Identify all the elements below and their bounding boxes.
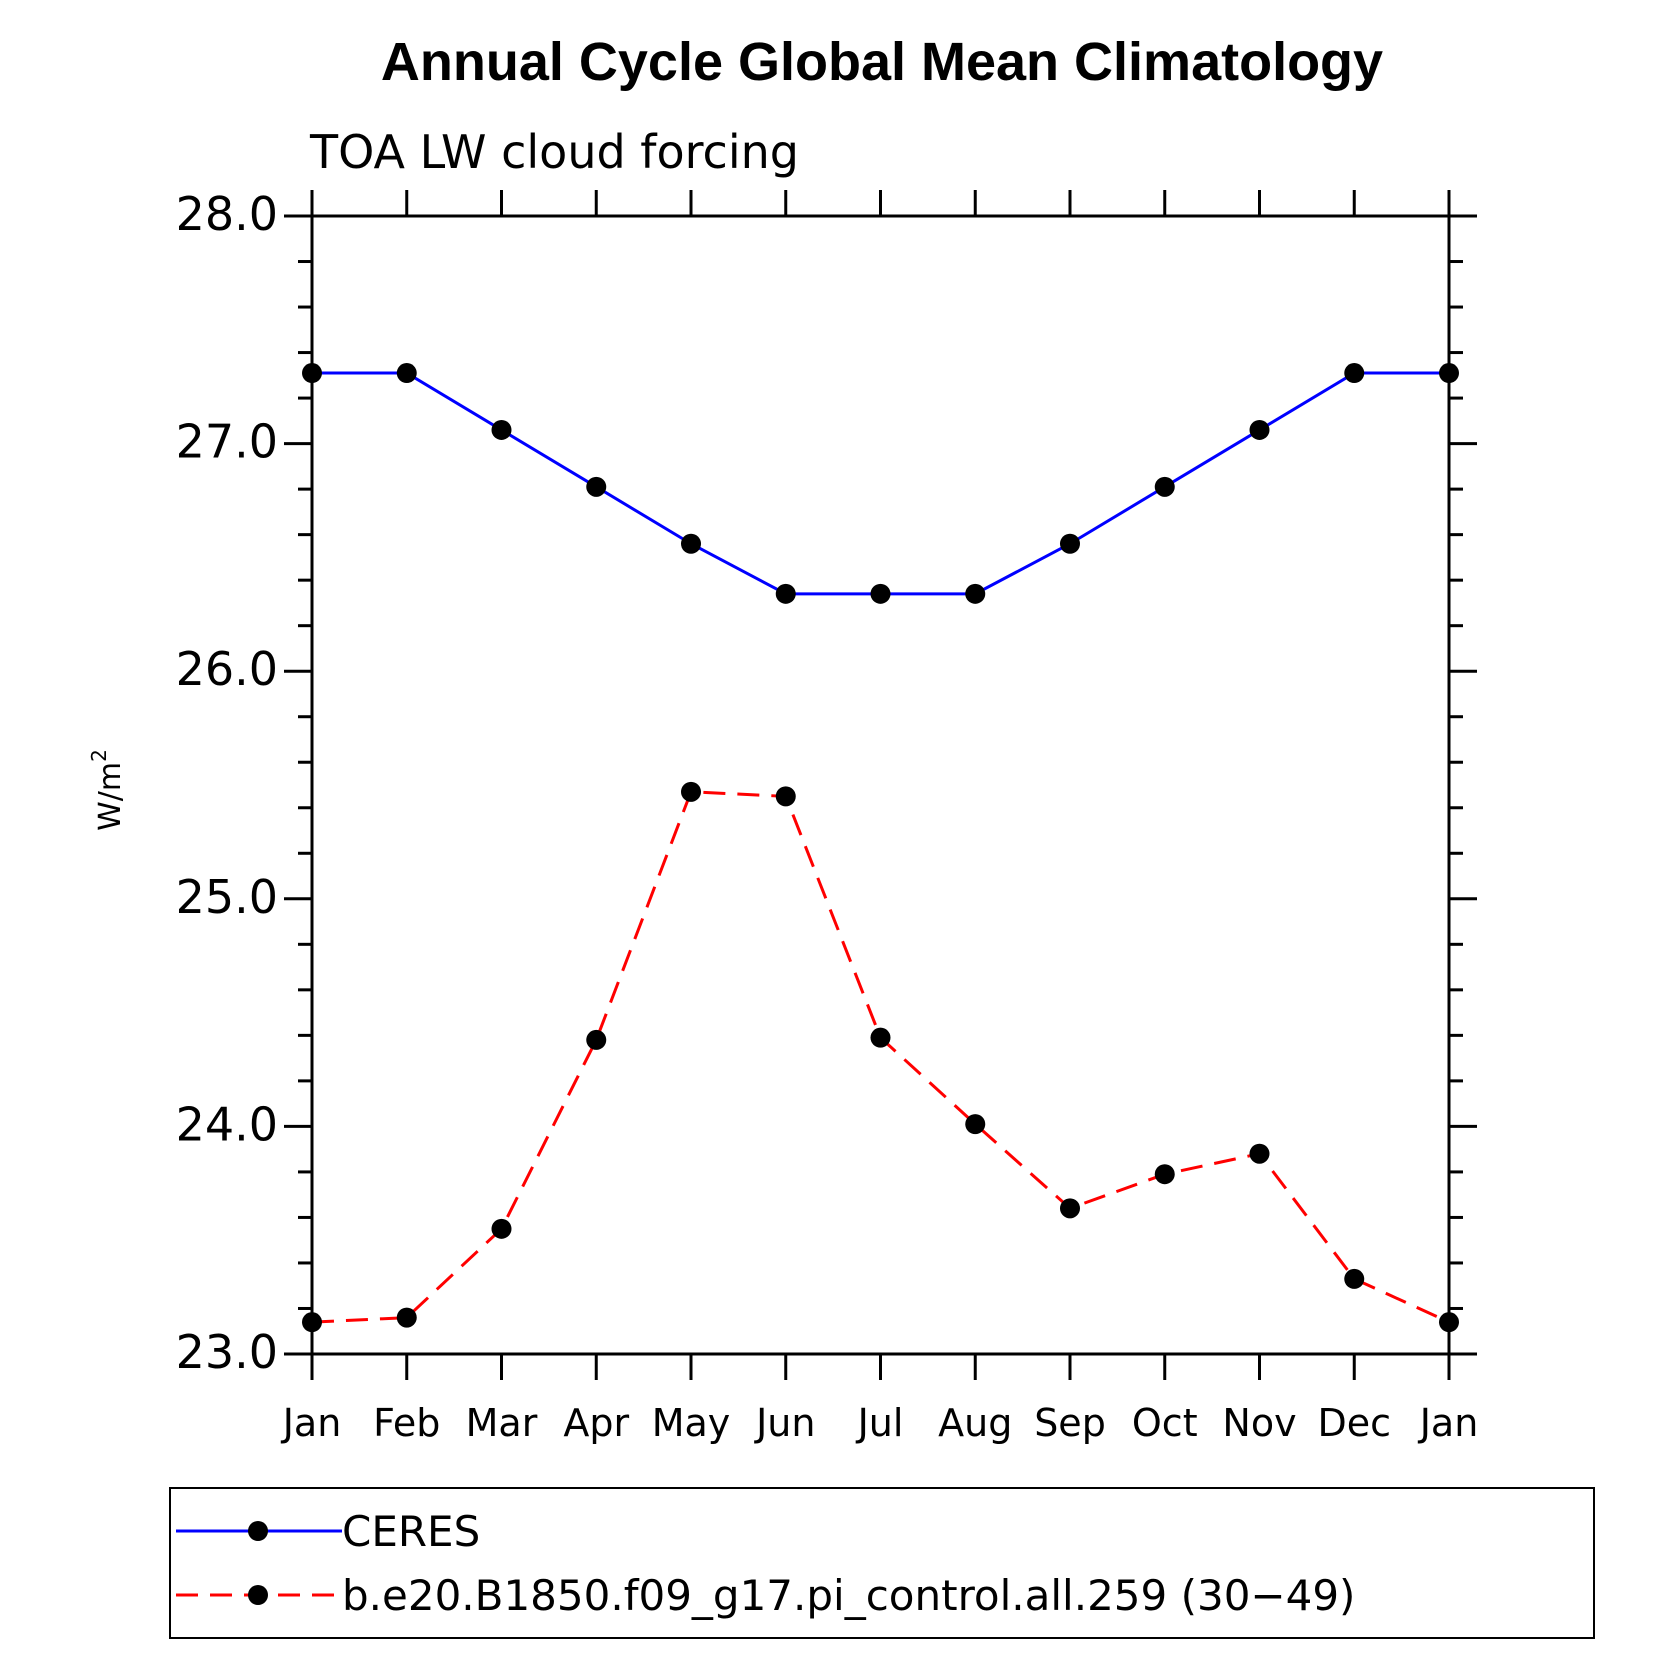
series-2-point [1249, 1143, 1270, 1164]
series-2-point [965, 1114, 986, 1135]
series-2-point [491, 1218, 512, 1239]
x-tick-label: Jan [1418, 1401, 1479, 1445]
legend-marker-2 [248, 1585, 268, 1605]
y-axis-label: W/m2 [87, 749, 128, 831]
legend-label-1: CERES [342, 1507, 480, 1556]
series-1-point [1344, 363, 1365, 384]
x-tick-label: Sep [1034, 1401, 1106, 1445]
y-tick-label: 23.0 [176, 1325, 278, 1379]
y-tick-label: 25.0 [176, 870, 278, 924]
series-2-point [1439, 1312, 1459, 1333]
plot-frame [310, 214, 1451, 1356]
legend-marker-1 [248, 1521, 268, 1541]
series-1-point [1249, 419, 1270, 440]
x-tick-label: Oct [1132, 1401, 1198, 1445]
series-1-point [775, 583, 796, 604]
series-2-point [681, 781, 701, 802]
y-tick-label: 24.0 [176, 1097, 278, 1151]
series-2-point [586, 1029, 607, 1050]
series-2-point [396, 1307, 417, 1328]
y-tick-label: 26.0 [176, 642, 278, 696]
series-1-point [1060, 533, 1080, 554]
series-2-point [302, 1312, 322, 1333]
y-tick-label: 27.0 [176, 415, 278, 469]
y-axis-label-text: W/m [93, 762, 128, 831]
series-2-point [1344, 1268, 1365, 1289]
legend-label-2: b.e20.B1850.f09_g17.pi_control.all.259 (… [342, 1571, 1355, 1620]
legend: CERES b.e20.B1850.f09_g17.pi_control.all.… [169, 1487, 1595, 1639]
series-2-point [1060, 1198, 1080, 1219]
legend-box [169, 1487, 1595, 1639]
series-1-point [586, 476, 607, 497]
x-tick-label: Mar [466, 1401, 538, 1445]
series-2-point [775, 786, 796, 807]
series-line-1 [312, 371, 1449, 596]
x-tick-label: Nov [1222, 1401, 1296, 1445]
series-line-2 [311, 790, 1450, 1324]
y-tick-label: 28.0 [176, 187, 278, 241]
y-axis-label-superscript: 2 [87, 749, 111, 762]
series-1-point [396, 363, 417, 384]
axes: Jan Feb Mar Apr May Jun Jul Aug Sep Oct Nov Dec Jan2… [176, 187, 1479, 1445]
chart-title: Annual Cycle Global Mean Climatology [381, 32, 1383, 92]
series-layer [302, 363, 1459, 1333]
series-1-point [491, 419, 512, 440]
series-1-point [302, 363, 322, 384]
svg-text:W/m2: W/m2 [87, 749, 128, 831]
x-tick-label: Feb [373, 1401, 440, 1445]
chart-subtitle: TOA LW cloud forcing [309, 125, 799, 179]
x-tick-label: Jul [856, 1401, 904, 1445]
x-tick-label: Jun [754, 1401, 815, 1445]
series-1-point [965, 583, 986, 604]
x-tick-label: Jan [281, 1401, 342, 1445]
series-1-point [1439, 363, 1459, 384]
series-1-point [1154, 476, 1175, 497]
x-tick-label: May [652, 1401, 731, 1445]
x-tick-label: Apr [563, 1401, 629, 1445]
x-tick-label: Dec [1317, 1401, 1391, 1445]
series-2-point [870, 1027, 891, 1048]
series-2-point [1154, 1164, 1175, 1185]
x-tick-label: Aug [938, 1401, 1012, 1445]
series-1-point [870, 583, 891, 604]
series-1-point [681, 533, 701, 554]
